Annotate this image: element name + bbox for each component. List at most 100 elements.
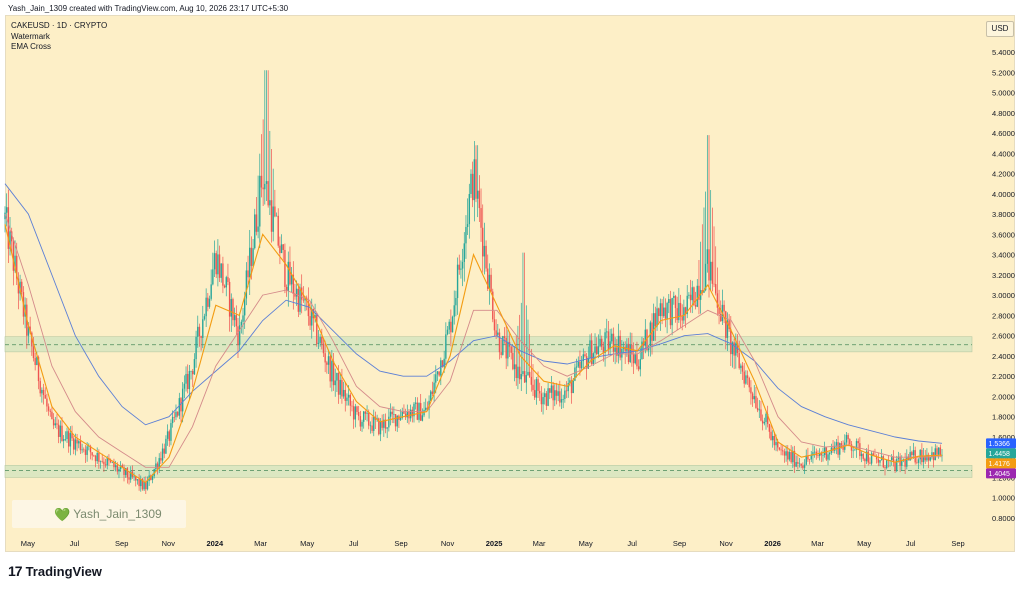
candle-body bbox=[537, 379, 539, 391]
candle-body bbox=[828, 452, 831, 455]
chart-area[interactable] bbox=[5, 15, 1015, 552]
candle-body bbox=[671, 297, 673, 326]
candle-body bbox=[554, 390, 556, 401]
candle-body bbox=[158, 458, 160, 469]
candle-body bbox=[709, 261, 712, 281]
candle-body bbox=[74, 439, 77, 450]
candle-body bbox=[503, 336, 506, 338]
candle-body bbox=[260, 175, 263, 188]
candle-body bbox=[237, 326, 239, 346]
candle-body bbox=[609, 341, 611, 350]
candle-body bbox=[834, 445, 836, 451]
candle-body bbox=[292, 274, 295, 294]
ema-cross-indicator-label[interactable]: EMA Cross bbox=[11, 42, 52, 51]
candle-body bbox=[585, 356, 588, 369]
candle-body bbox=[617, 335, 620, 356]
watermark-indicator-label[interactable]: Watermark bbox=[11, 31, 50, 41]
candle-body bbox=[723, 304, 725, 312]
price-label: 1.4458 bbox=[989, 451, 1011, 458]
candle-body bbox=[825, 447, 828, 460]
candle-body bbox=[327, 356, 330, 365]
candle-body bbox=[289, 261, 291, 285]
candle-body bbox=[864, 458, 866, 462]
candle-body bbox=[822, 454, 824, 456]
candle-body bbox=[319, 337, 321, 343]
candle-body bbox=[495, 330, 497, 335]
candle-body bbox=[931, 452, 933, 457]
candle-body bbox=[773, 435, 776, 446]
symbol-label[interactable]: CAKEUSD · 1D · CRYPTO bbox=[11, 21, 108, 30]
candle-body bbox=[235, 315, 238, 327]
chart-attribution: Yash_Jain_1309 created with TradingView.… bbox=[8, 4, 289, 13]
candle-body bbox=[522, 371, 524, 375]
candle-body bbox=[155, 463, 157, 470]
x-tick-label: Sep bbox=[673, 539, 686, 548]
candle-body bbox=[533, 390, 536, 398]
y-tick-label: 2.0000 bbox=[992, 392, 1015, 401]
candle-body bbox=[334, 380, 336, 386]
candle-body bbox=[647, 346, 650, 351]
candle-body bbox=[601, 338, 603, 347]
candle-body bbox=[116, 465, 119, 472]
candle-body bbox=[200, 336, 202, 338]
candle-body bbox=[238, 325, 241, 346]
candle-body bbox=[703, 290, 705, 293]
candle-body bbox=[488, 274, 491, 289]
candle-body bbox=[106, 457, 108, 466]
tradingview-name: TradingView bbox=[25, 563, 102, 579]
ema-long-line bbox=[4, 183, 943, 444]
x-tick-label: Mar bbox=[811, 539, 824, 548]
candle-body bbox=[195, 336, 197, 360]
candle-body bbox=[518, 366, 521, 380]
x-tick-label: May bbox=[857, 539, 871, 548]
candle-body bbox=[59, 425, 62, 437]
candle-body bbox=[455, 298, 457, 306]
x-tick-label: Jul bbox=[906, 539, 916, 548]
candle-body bbox=[104, 464, 107, 466]
x-tick-label: May bbox=[300, 539, 314, 548]
candle-body bbox=[872, 453, 874, 456]
candle-body bbox=[84, 449, 87, 455]
candle-body bbox=[39, 381, 41, 394]
candle-body bbox=[869, 462, 871, 464]
candle-body bbox=[465, 226, 467, 244]
candle-body bbox=[173, 416, 175, 418]
candle-body bbox=[704, 263, 707, 291]
candle-body bbox=[156, 463, 159, 469]
candle-body bbox=[565, 390, 568, 392]
candle-body bbox=[203, 316, 206, 320]
candle-body bbox=[780, 449, 782, 451]
tradingview-logo[interactable]: 17 TradingView bbox=[8, 563, 102, 579]
currency-button[interactable]: USD bbox=[986, 21, 1014, 37]
candle-body bbox=[875, 456, 878, 460]
candle-body bbox=[124, 468, 127, 475]
candle-body bbox=[249, 247, 251, 278]
candle-body bbox=[515, 364, 517, 379]
candle-body bbox=[788, 452, 791, 460]
candle-body bbox=[341, 379, 343, 397]
candle-body bbox=[847, 435, 849, 440]
candle-body bbox=[311, 308, 313, 326]
candle-body bbox=[792, 450, 794, 463]
candle-body bbox=[227, 277, 229, 282]
candle-body bbox=[198, 326, 201, 337]
candle-body bbox=[666, 303, 668, 319]
candle-body bbox=[795, 461, 797, 467]
x-tick-label: Mar bbox=[254, 539, 267, 548]
candle-body bbox=[450, 321, 452, 333]
candle-body bbox=[637, 366, 640, 370]
y-tick-label: 4.0000 bbox=[992, 190, 1015, 199]
candle-body bbox=[559, 391, 561, 403]
candle-body bbox=[51, 411, 53, 420]
candle-body bbox=[691, 287, 693, 301]
candle-body bbox=[151, 476, 154, 480]
candle-body bbox=[502, 336, 504, 355]
candle-body bbox=[748, 378, 750, 388]
candle-body bbox=[383, 419, 385, 428]
watermark-text: Yash_Jain_1309 bbox=[73, 507, 162, 521]
candle-body bbox=[896, 459, 898, 471]
candle-body bbox=[569, 380, 571, 383]
candle-body bbox=[487, 268, 489, 289]
candle-body bbox=[800, 463, 802, 466]
candle-body bbox=[659, 303, 662, 317]
